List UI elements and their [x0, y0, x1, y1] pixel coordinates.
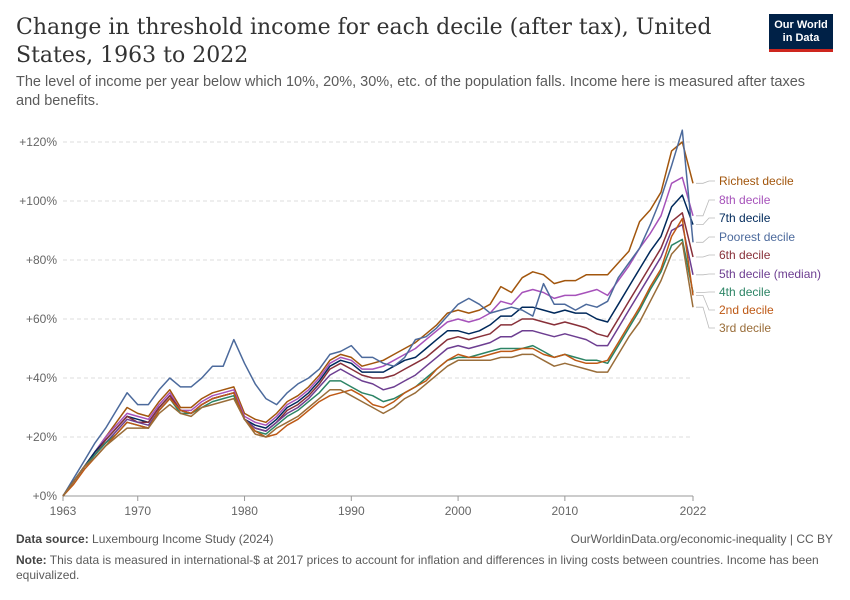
logo-line-2: in Data: [782, 31, 820, 44]
label-connector: [696, 291, 715, 293]
series-lines: [62, 129, 694, 497]
y-tick-label: +100%: [19, 194, 57, 208]
x-tick-label: 2010: [552, 504, 579, 518]
y-tick-label: +60%: [26, 312, 57, 326]
chart-subtitle: The level of income per year below which…: [16, 74, 806, 109]
series-line-8th-decile[interactable]: [62, 176, 694, 497]
series-labels: Richest decile 8th decile 7th decile Poores…: [696, 174, 821, 335]
series-label-7th-decile[interactable]: 7th decile: [719, 211, 771, 225]
series-line-3rd-decile[interactable]: [62, 241, 694, 497]
series-label-3rd-decile[interactable]: 3rd decile: [719, 321, 771, 335]
series-line-6th-decile[interactable]: [62, 212, 694, 497]
y-tick-label: +40%: [26, 371, 57, 385]
footer-url[interactable]: OurWorldinData.org/economic-inequality |…: [570, 532, 833, 546]
x-tick-label: 1980: [231, 504, 258, 518]
series-line-poorest-decile[interactable]: [62, 129, 694, 497]
series-line-2nd-decile[interactable]: [62, 217, 694, 497]
x-tick-label: 1970: [124, 504, 151, 518]
label-connector: [696, 254, 715, 258]
chart-title: Change in threshold income for each deci…: [16, 15, 712, 68]
data-source: Data source: Luxembourg Income Study (20…: [16, 532, 273, 546]
series-label-richest-decile[interactable]: Richest decile: [719, 174, 794, 188]
series-label-2nd-decile[interactable]: 2nd decile: [719, 303, 774, 317]
x-tick-label: 1963: [50, 504, 77, 518]
label-connector: [696, 217, 715, 225]
series-line-richest-decile[interactable]: [62, 141, 694, 497]
y-tick-label: +120%: [19, 135, 57, 149]
series-label-6th-decile[interactable]: 6th decile: [719, 248, 771, 262]
data-source-label: Data source:: [16, 532, 89, 546]
series-label-8th-decile[interactable]: 8th decile: [719, 193, 771, 207]
y-tick-label: +20%: [26, 430, 57, 444]
label-connector: [696, 273, 715, 276]
note-text: This data is measured in international-$…: [16, 553, 819, 582]
note-label: Note:: [16, 553, 47, 567]
y-tick-label: +80%: [26, 253, 57, 267]
x-tick-label: 2022: [680, 504, 707, 518]
label-connector: [696, 180, 715, 184]
logo-line-1: Our World: [774, 18, 828, 31]
x-tick-label: 1990: [338, 504, 365, 518]
data-source-value[interactable]: Luxembourg Income Study (2024): [92, 532, 274, 546]
label-connector: [696, 236, 715, 243]
chart-note: Note: This data is measured in internati…: [16, 553, 831, 583]
label-connector: [696, 306, 715, 329]
x-tick-label: 2000: [445, 504, 472, 518]
label-connector: [696, 199, 715, 217]
series-label-poorest-decile[interactable]: Poorest decile: [719, 230, 795, 244]
owid-logo[interactable]: Our World in Data: [769, 14, 833, 52]
label-connector: [696, 295, 715, 311]
series-label-5th-decile-median[interactable]: 5th decile (median): [719, 267, 821, 281]
y-axis-ticks: +0% +20% +40% +60% +80% +100% +120%: [19, 135, 57, 503]
x-axis: 1963 1970 1980 1990 2000 2010 2022: [50, 495, 707, 518]
series-label-4th-decile[interactable]: 4th decile: [719, 285, 771, 299]
y-tick-label: +0%: [33, 489, 58, 503]
